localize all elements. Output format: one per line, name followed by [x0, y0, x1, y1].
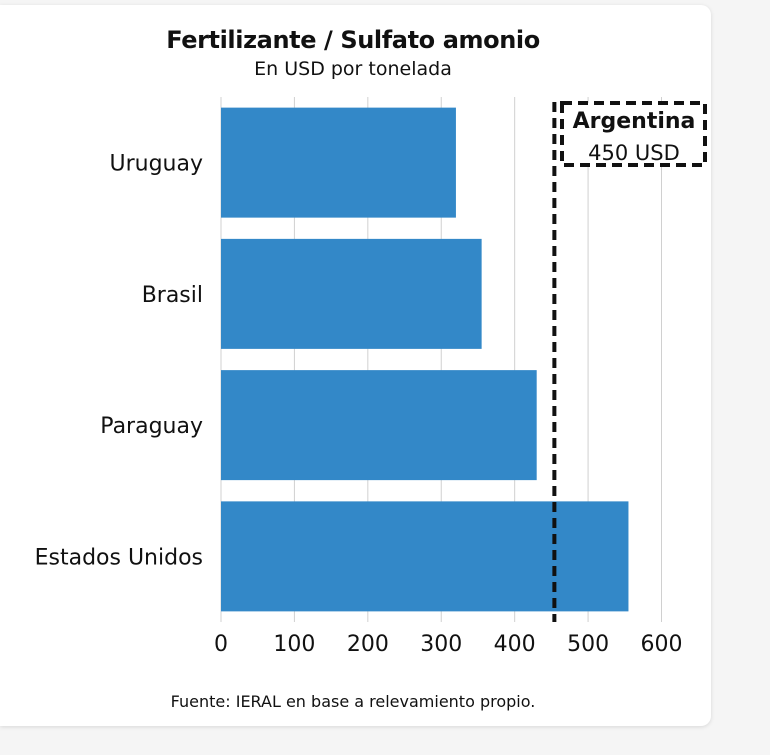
- bar: [221, 238, 482, 349]
- bar: [221, 501, 629, 612]
- source-note: Fuente: IERAL en base a relevamiento pro…: [170, 692, 536, 711]
- bars: [221, 107, 629, 612]
- chart-subtitle: En USD por tonelada: [254, 58, 452, 80]
- category-label: Uruguay: [110, 152, 204, 177]
- category-labels: Uruguay Brasil Paraguay Estados Unidos: [35, 152, 203, 571]
- x-tick-label: 300: [420, 632, 462, 657]
- x-tick-label: 600: [641, 632, 683, 657]
- chart-title: Fertilizante / Sulfato amonio: [166, 26, 540, 54]
- x-tick-label: 400: [494, 632, 536, 657]
- category-label: Estados Unidos: [35, 545, 203, 570]
- reference-annotation: Argentina 450 USD: [552, 101, 707, 622]
- annotation-value: 450 USD: [588, 141, 680, 165]
- bar: [221, 370, 537, 481]
- x-tick-label: 200: [347, 632, 389, 657]
- x-tick-label: 500: [567, 632, 609, 657]
- annotation-label: Argentina: [573, 109, 696, 134]
- x-tick-labels: 0 100 200 300 400 500 600: [214, 632, 683, 657]
- category-label: Brasil: [142, 283, 203, 308]
- x-tick-label: 0: [214, 632, 228, 657]
- x-tick-label: 100: [273, 632, 315, 657]
- category-label: Paraguay: [100, 414, 203, 439]
- bar: [221, 107, 456, 218]
- annotation-box: [560, 101, 707, 167]
